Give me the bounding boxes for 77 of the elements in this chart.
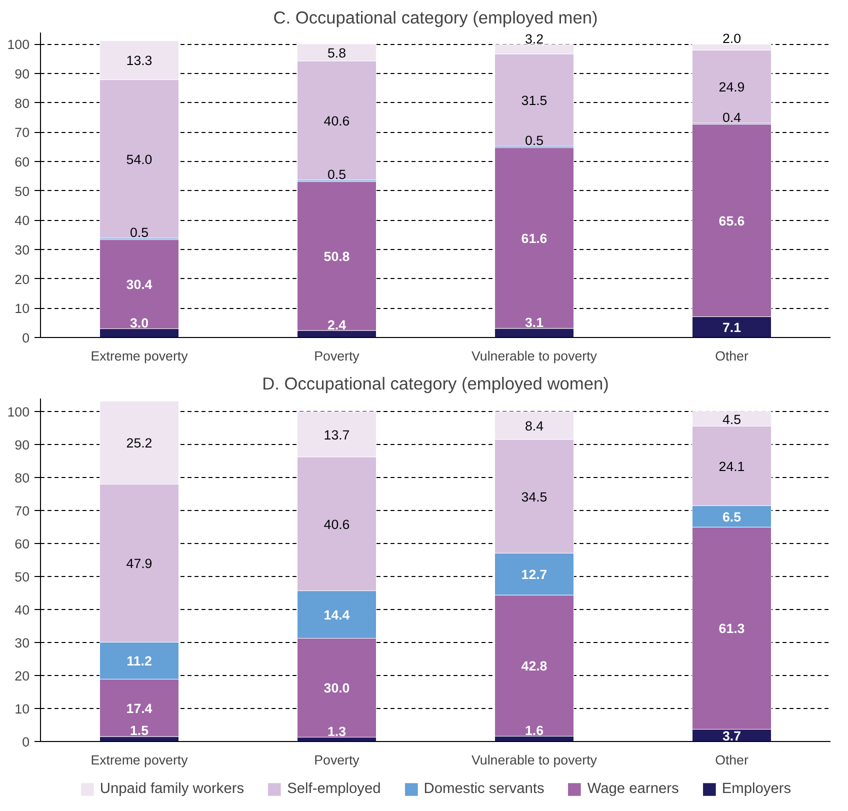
data-label: 14.4: [324, 608, 350, 623]
y-tick-label: 90: [14, 438, 30, 453]
legend-label: Employers: [722, 781, 792, 797]
data-label: 13.3: [126, 53, 152, 68]
data-label: 30.0: [324, 680, 350, 696]
data-label: 24.9: [718, 80, 745, 95]
legend-label: Domestic servants: [424, 781, 544, 797]
data-label: 2.4: [327, 317, 347, 332]
y-tick-label: 40: [14, 213, 30, 228]
data-label: 1.5: [130, 723, 150, 738]
data-label: 2.0: [722, 31, 742, 46]
data-label: 1.3: [327, 724, 346, 739]
y-tick-label: 30: [14, 242, 30, 258]
y-tick-label: 70: [14, 125, 30, 140]
data-label: 25.2: [126, 436, 152, 451]
y-tick-label: 60: [14, 154, 30, 170]
y-tick-label: 10: [14, 702, 30, 717]
chart-title: D. Occupational category (employed women): [262, 374, 609, 394]
data-label: 24.1: [718, 458, 745, 474]
y-tick-label: 50: [14, 184, 30, 199]
y-tick-label: 90: [14, 66, 30, 82]
y-tick-label: 80: [14, 470, 30, 486]
data-label: 54.0: [126, 152, 152, 167]
chart-title: C. Occupational category (employed men): [273, 8, 598, 28]
data-label: 5.8: [327, 45, 346, 60]
legend-label: Self-employed: [287, 781, 381, 797]
y-tick-label: 40: [14, 602, 30, 618]
data-label: 61.6: [521, 231, 548, 246]
data-label: 13.7: [324, 427, 350, 442]
data-label: 0.5: [327, 166, 346, 182]
data-label: 0.5: [130, 224, 149, 240]
x-tick-label: Vulnerable to poverty: [472, 752, 598, 768]
data-label: 40.6: [324, 516, 350, 532]
data-label: 65.6: [718, 213, 745, 228]
y-tick-label: 100: [7, 37, 30, 52]
data-label: 30.4: [126, 277, 153, 292]
data-label: 3.1: [524, 315, 544, 330]
data-label: 6.5: [722, 509, 742, 524]
data-label: 7.1: [722, 320, 742, 336]
y-tick-label: 0: [22, 330, 30, 346]
data-label: 3.2: [524, 31, 544, 46]
legend-label: Unpaid family workers: [100, 781, 244, 797]
y-tick-label: 50: [14, 570, 30, 585]
y-tick-label: 30: [14, 636, 30, 651]
x-tick-label: Poverty: [314, 348, 360, 364]
x-tick-label: Extreme poverty: [90, 752, 188, 768]
y-tick-label: 10: [14, 301, 30, 316]
x-tick-label: Other: [715, 752, 749, 768]
y-tick-label: 60: [14, 536, 30, 552]
data-label: 31.5: [521, 93, 548, 108]
x-tick-label: Extreme poverty: [90, 348, 188, 364]
y-tick-label: 0: [22, 734, 30, 750]
data-label: 12.7: [521, 567, 548, 582]
data-label: 3.7: [722, 728, 742, 744]
data-label: 40.6: [324, 113, 350, 128]
x-tick-label: Other: [715, 348, 749, 364]
data-label: 47.9: [126, 556, 152, 572]
data-label: 17.4: [126, 700, 153, 716]
x-tick-label: Poverty: [314, 752, 360, 768]
x-tick-label: Vulnerable to poverty: [472, 348, 598, 364]
data-label: 11.2: [126, 654, 152, 669]
data-label: 4.5: [722, 412, 742, 427]
data-label: 0.5: [524, 133, 544, 148]
data-label: 3.0: [130, 316, 149, 331]
y-tick-label: 20: [14, 272, 30, 287]
data-label: 50.8: [324, 248, 350, 264]
data-label: 34.5: [521, 489, 548, 504]
data-label: 42.8: [521, 658, 548, 674]
y-tick-label: 70: [14, 504, 30, 519]
data-label: 8.4: [524, 418, 544, 434]
y-tick-label: 20: [14, 668, 30, 684]
data-label: 61.3: [718, 621, 745, 636]
y-tick-label: 100: [7, 404, 30, 420]
y-tick-label: 80: [14, 96, 30, 111]
data-label: 1.6: [524, 722, 544, 738]
legend-label: Wage earners: [587, 781, 679, 797]
data-label: 0.4: [722, 110, 742, 125]
